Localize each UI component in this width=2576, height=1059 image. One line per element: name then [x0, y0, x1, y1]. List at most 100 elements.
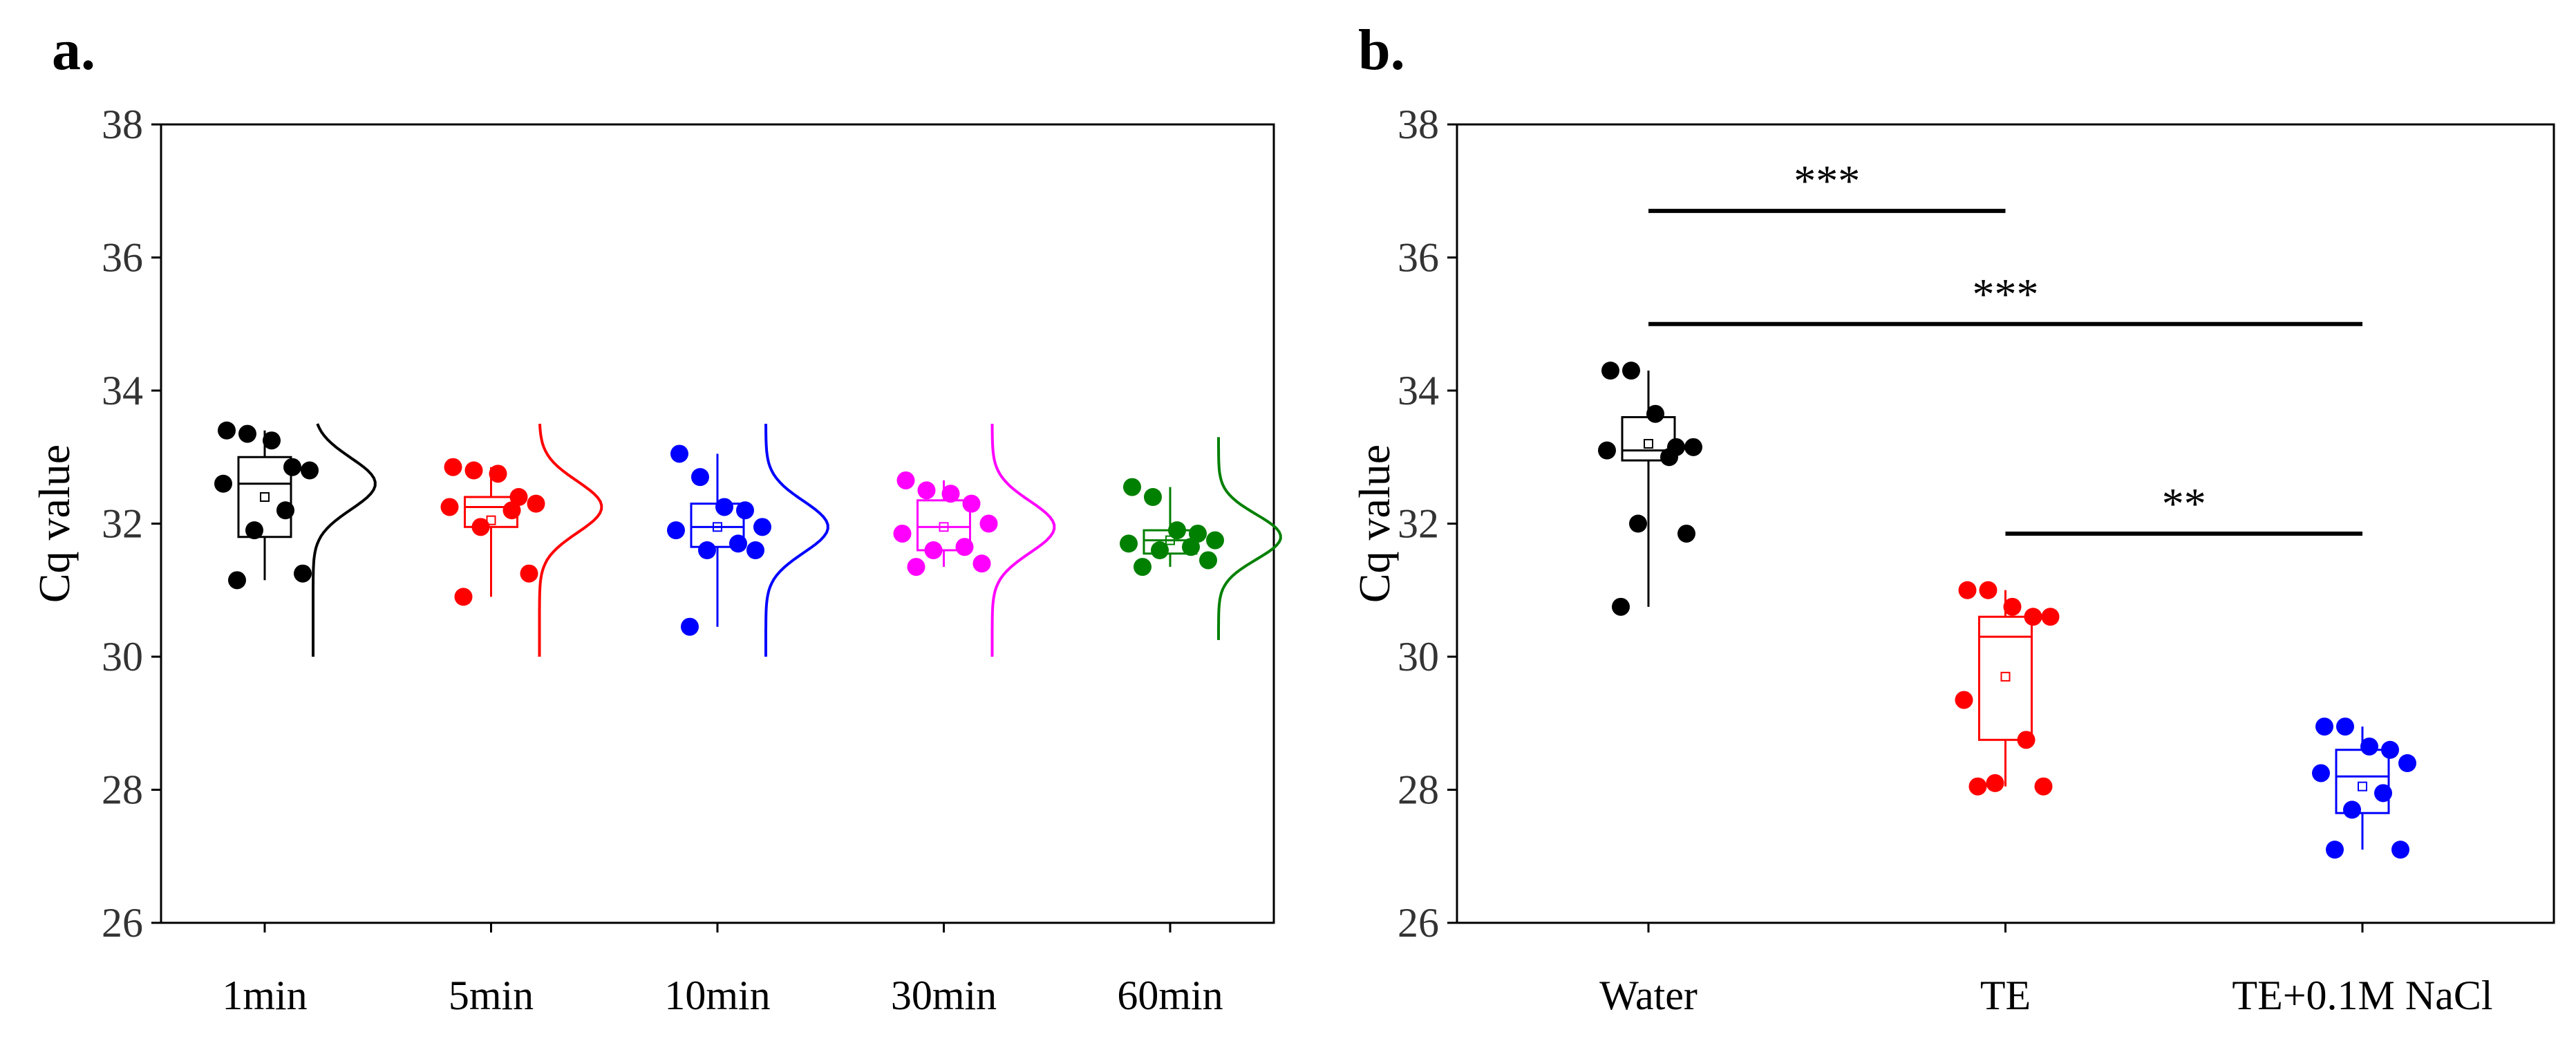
box-mean — [1644, 439, 1653, 449]
data-point — [1182, 538, 1200, 556]
x-tick-label: 30min — [891, 973, 997, 1018]
x-tick-label: TE — [1980, 973, 2031, 1018]
data-point — [1601, 362, 1619, 380]
data-point — [746, 541, 764, 559]
data-point — [1123, 478, 1141, 496]
data-point — [2391, 841, 2409, 859]
data-point — [1684, 438, 1702, 456]
y-tick-label: 32 — [1398, 501, 1439, 547]
data-point — [2003, 597, 2022, 616]
data-point — [238, 424, 256, 443]
density-curve — [312, 423, 377, 657]
data-point — [454, 588, 473, 606]
data-point — [2336, 718, 2354, 736]
data-point — [2034, 777, 2053, 796]
data-point — [471, 518, 490, 536]
data-point — [2360, 737, 2378, 756]
series-group-water — [1598, 362, 1702, 616]
data-point — [979, 514, 998, 533]
chart-a: 26 28 30 32 34 36 38 Cq value 1min 5min 10min 30min… — [30, 102, 1282, 1018]
data-point — [1646, 404, 1664, 423]
box-mean — [2000, 671, 2011, 682]
data-point — [245, 521, 263, 540]
data-point — [1168, 521, 1186, 540]
data-point — [670, 444, 688, 463]
y-tick-label: 30 — [102, 634, 143, 680]
data-point — [218, 421, 236, 440]
y-tick-label: 26 — [102, 900, 143, 946]
data-point — [1199, 551, 1217, 570]
data-point — [955, 538, 974, 556]
box-iqr — [1978, 615, 2033, 741]
box-iqr — [237, 456, 292, 538]
data-point — [1134, 558, 1151, 577]
y-axis-title: Cq value — [1350, 444, 1399, 603]
data-point — [1958, 581, 1977, 599]
y-tick-label: 34 — [1398, 368, 1439, 413]
data-point — [1189, 524, 1207, 543]
y-tick-label: 26 — [1398, 900, 1439, 946]
data-point — [1986, 774, 2004, 792]
significance-label: *** — [1794, 156, 1860, 205]
series-group-60min — [1120, 437, 1282, 640]
data-point — [667, 521, 685, 540]
y-axis-title: Cq value — [30, 444, 79, 603]
y-tick-label: 28 — [1398, 767, 1439, 813]
data-point — [2017, 731, 2036, 749]
x-tick-label: 60min — [1117, 973, 1223, 1018]
density-curve — [1217, 437, 1282, 640]
data-point — [2381, 740, 2399, 759]
density-curve — [538, 423, 603, 657]
data-point — [691, 468, 709, 487]
data-point — [2024, 608, 2042, 626]
box-iqr — [2335, 749, 2390, 814]
box-mean — [2358, 781, 2367, 791]
data-point — [681, 617, 699, 636]
data-point — [1629, 514, 1647, 533]
box-mean — [1165, 535, 1175, 545]
y-tick-label: 38 — [1398, 102, 1439, 147]
data-point — [276, 501, 294, 520]
chart-b: 26 28 30 32 34 36 38 Cq value Water TE TE+0.1M NaC… — [1350, 102, 2555, 1018]
data-point — [1120, 534, 1138, 553]
data-point — [2343, 800, 2361, 819]
data-point — [896, 471, 915, 489]
y-tick-label: 36 — [102, 235, 143, 281]
data-point — [520, 564, 538, 583]
data-point — [509, 488, 528, 506]
data-point — [1660, 448, 1678, 467]
y-tick-label: 34 — [102, 368, 143, 413]
data-point — [736, 501, 754, 520]
box-iqr — [916, 499, 971, 552]
data-point — [2398, 754, 2416, 772]
data-point — [698, 541, 716, 559]
series-group-30min — [893, 424, 1056, 657]
data-point — [502, 501, 521, 520]
data-point — [1612, 597, 1630, 616]
data-point — [893, 524, 912, 543]
y-tick-label: 38 — [102, 102, 143, 147]
box-mean — [713, 522, 722, 532]
data-point — [263, 431, 281, 450]
data-point — [2312, 764, 2330, 782]
plot-frame — [160, 123, 1275, 924]
data-point — [228, 571, 246, 590]
series-group-te-0-1m-nacl — [2312, 718, 2416, 859]
series-group-5min — [440, 423, 603, 657]
y-tick-label: 36 — [1398, 235, 1439, 281]
data-point — [489, 465, 507, 483]
data-point — [962, 494, 981, 513]
y-tick-label: 30 — [1398, 634, 1439, 680]
data-point — [1677, 524, 1695, 543]
panel-a-label: a. — [52, 18, 95, 82]
density-curve — [764, 424, 829, 657]
data-point — [753, 518, 771, 536]
data-point — [294, 564, 312, 583]
data-point — [440, 498, 459, 516]
series-group-te — [1955, 581, 2060, 796]
data-point — [283, 458, 301, 476]
x-tick-label: 1min — [222, 973, 307, 1018]
box-mean — [486, 515, 496, 525]
box-mean — [260, 492, 270, 502]
